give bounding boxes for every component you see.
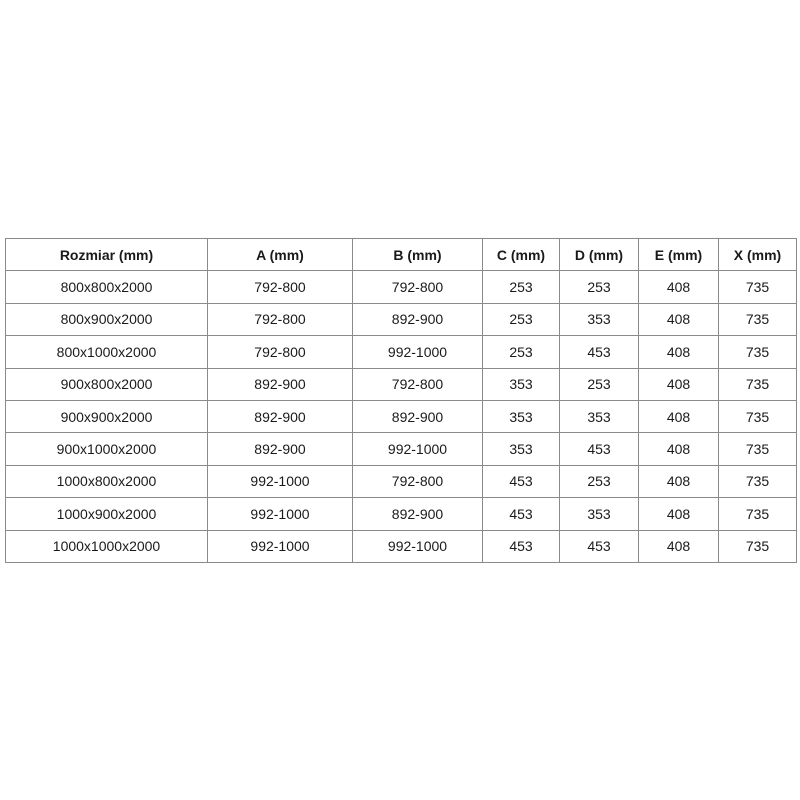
- table-cell: 453: [482, 464, 560, 499]
- table-cell: 735: [718, 464, 797, 499]
- table-cell: 792-800: [352, 367, 483, 401]
- table-cell: 408: [638, 335, 719, 369]
- table-cell: 453: [559, 432, 639, 466]
- table-cell: 800x1000x2000: [5, 335, 208, 369]
- table-cell: 408: [638, 367, 719, 401]
- table-cell: 253: [482, 270, 560, 304]
- table-row: 1000x900x2000 992-1000 892-900 453 353 408 735: [5, 497, 797, 531]
- table-row: 800x1000x2000 792-800 992-1000 253 453 408 735: [5, 335, 797, 369]
- table-cell: 353: [559, 399, 639, 434]
- column-header: A (mm): [207, 237, 353, 272]
- table-cell: 992-1000: [207, 464, 353, 499]
- table-cell: 453: [559, 335, 639, 369]
- table-cell: 992-1000: [352, 432, 483, 466]
- column-header: C (mm): [482, 237, 560, 272]
- table-cell: 892-900: [352, 399, 483, 434]
- table-row: 1000x800x2000 992-1000 792-800 453 253 408 735: [5, 464, 797, 499]
- table-cell: 253: [559, 270, 639, 304]
- table-cell: 453: [482, 497, 560, 531]
- table-cell: 353: [559, 302, 639, 337]
- table-cell: 408: [638, 432, 719, 466]
- table-cell: 892-900: [207, 432, 353, 466]
- table-cell: 353: [482, 399, 560, 434]
- table-cell: 800x900x2000: [5, 302, 208, 337]
- table-cell: 792-800: [207, 302, 353, 337]
- table-row: 800x800x2000 792-800 792-800 253 253 408 735: [5, 270, 797, 304]
- table-cell: 992-1000: [207, 497, 353, 531]
- table-cell: 792-800: [207, 335, 353, 369]
- table-cell: 992-1000: [207, 529, 353, 563]
- table-cell: 353: [482, 367, 560, 401]
- table-cell: 892-900: [352, 497, 483, 531]
- table-cell: 892-900: [352, 302, 483, 337]
- table-cell: 453: [559, 529, 639, 563]
- column-header: X (mm): [718, 237, 797, 272]
- table-cell: 735: [718, 432, 797, 466]
- table-cell: 253: [482, 302, 560, 337]
- table-cell: 735: [718, 399, 797, 434]
- table-cell: 992-1000: [352, 335, 483, 369]
- dimensions-table: Rozmiar (mm) A (mm) B (mm) C (mm) D (mm) E (m…: [5, 237, 797, 563]
- table-cell: 900x900x2000: [5, 399, 208, 434]
- column-header: D (mm): [559, 237, 639, 272]
- table-cell: 735: [718, 302, 797, 337]
- table-cell: 892-900: [207, 399, 353, 434]
- table-row: 900x1000x2000 892-900 992-1000 353 453 408 735: [5, 432, 797, 466]
- column-header: E (mm): [638, 237, 719, 272]
- table-cell: 792-800: [352, 270, 483, 304]
- table-cell: 353: [559, 497, 639, 531]
- table-row: 900x900x2000 892-900 892-900 353 353 408 735: [5, 399, 797, 434]
- column-header: B (mm): [352, 237, 483, 272]
- table-cell: 792-800: [207, 270, 353, 304]
- table-cell: 253: [559, 464, 639, 499]
- table-cell: 1000x800x2000: [5, 464, 208, 499]
- table-cell: 408: [638, 464, 719, 499]
- table-row: 800x900x2000 792-800 892-900 253 353 408 735: [5, 302, 797, 337]
- table-cell: 735: [718, 270, 797, 304]
- table-cell: 900x800x2000: [5, 367, 208, 401]
- table-cell: 735: [718, 497, 797, 531]
- table-cell: 792-800: [352, 464, 483, 499]
- table-cell: 408: [638, 270, 719, 304]
- table-row: 900x800x2000 892-900 792-800 353 253 408 735: [5, 367, 797, 401]
- table-cell: 1000x1000x2000: [5, 529, 208, 563]
- table-cell: 992-1000: [352, 529, 483, 563]
- table-cell: 408: [638, 399, 719, 434]
- table-cell: 408: [638, 497, 719, 531]
- table-cell: 1000x900x2000: [5, 497, 208, 531]
- table-cell: 408: [638, 302, 719, 337]
- table-cell: 453: [482, 529, 560, 563]
- table-cell: 253: [482, 335, 560, 369]
- header-row: Rozmiar (mm) A (mm) B (mm) C (mm) D (mm) E (m…: [5, 237, 797, 272]
- table-cell: 892-900: [207, 367, 353, 401]
- table-cell: 900x1000x2000: [5, 432, 208, 466]
- table-cell: 253: [559, 367, 639, 401]
- table-cell: 800x800x2000: [5, 270, 208, 304]
- table-cell: 735: [718, 335, 797, 369]
- table-cell: 353: [482, 432, 560, 466]
- table-cell: 735: [718, 529, 797, 563]
- table-row: 1000x1000x2000 992-1000 992-1000 453 453 408 7…: [5, 529, 797, 563]
- table-cell: 735: [718, 367, 797, 401]
- table-cell: 408: [638, 529, 719, 563]
- column-header: Rozmiar (mm): [5, 237, 208, 272]
